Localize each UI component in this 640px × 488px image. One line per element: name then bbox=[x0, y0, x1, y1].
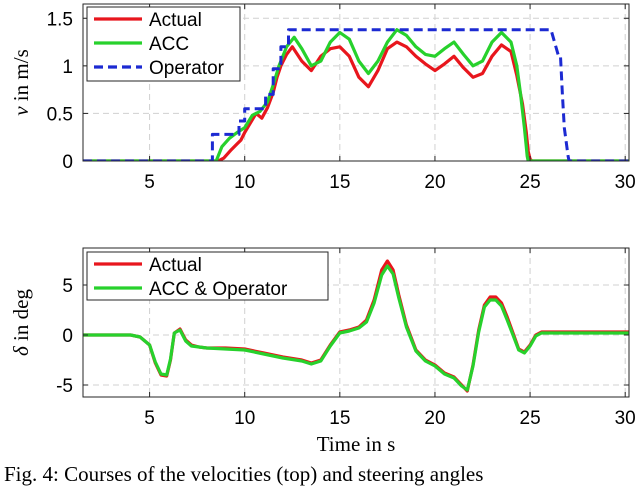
x-tick-label: 15 bbox=[329, 172, 350, 193]
x-tick-label: 5 bbox=[144, 408, 155, 429]
x-tick-label: 25 bbox=[520, 172, 541, 193]
y-axis-label-text: in deg bbox=[9, 289, 33, 347]
x-axis-label: Time in s bbox=[317, 432, 396, 456]
y-axis-label: δ in deg bbox=[9, 289, 33, 356]
series-line-actual bbox=[83, 40, 629, 161]
series-line-acc bbox=[83, 28, 629, 161]
series-line-operator bbox=[83, 28, 629, 161]
velocity-chart: 5 10 15 20 25 30 0 0.5 1 1.5 v in m/s Actual ACC Oper… bbox=[9, 3, 636, 193]
y-axis-label-symbol: v bbox=[9, 106, 33, 116]
y-tick-label: 5 bbox=[62, 276, 73, 297]
y-tick-label: -5 bbox=[56, 376, 73, 397]
figure-caption: Fig. 4: Courses of the velocities (top) … bbox=[4, 462, 484, 486]
steering-angle-chart: 5 10 15 20 25 30 -5 0 5 δ in deg Time in s Actual AC… bbox=[9, 247, 636, 456]
y-tick-label: 0.5 bbox=[47, 104, 73, 125]
axes-frame bbox=[82, 247, 630, 398]
y-tick-label: 0 bbox=[62, 326, 73, 347]
x-tick-label: 20 bbox=[424, 172, 445, 193]
legend-label: Actual bbox=[149, 10, 202, 31]
legend-label: Operator bbox=[149, 58, 225, 79]
y-axis-label-text: in m/s bbox=[9, 49, 33, 106]
legend-label: Actual bbox=[149, 255, 202, 276]
x-tick-label: 20 bbox=[424, 408, 445, 429]
x-tick-label: 25 bbox=[520, 408, 541, 429]
x-tick-label: 30 bbox=[615, 172, 636, 193]
x-tick-label: 5 bbox=[144, 172, 155, 193]
legend-label: ACC bbox=[149, 34, 189, 55]
y-tick-label: 1 bbox=[62, 57, 73, 78]
axes-frame bbox=[82, 3, 630, 162]
legend-box bbox=[86, 251, 329, 301]
x-tick-label: 15 bbox=[329, 408, 350, 429]
x-tick-label: 30 bbox=[615, 408, 636, 429]
y-axis-label-symbol: δ bbox=[9, 345, 33, 356]
x-tick-label: 10 bbox=[234, 408, 255, 429]
legend-label: ACC & Operator bbox=[149, 279, 288, 300]
series-line-acc-operator bbox=[83, 264, 629, 392]
x-tick-label: 10 bbox=[234, 172, 255, 193]
y-tick-label: 0 bbox=[62, 152, 73, 173]
y-axis-label: v in m/s bbox=[9, 49, 33, 116]
y-tick-label: 1.5 bbox=[47, 9, 73, 30]
